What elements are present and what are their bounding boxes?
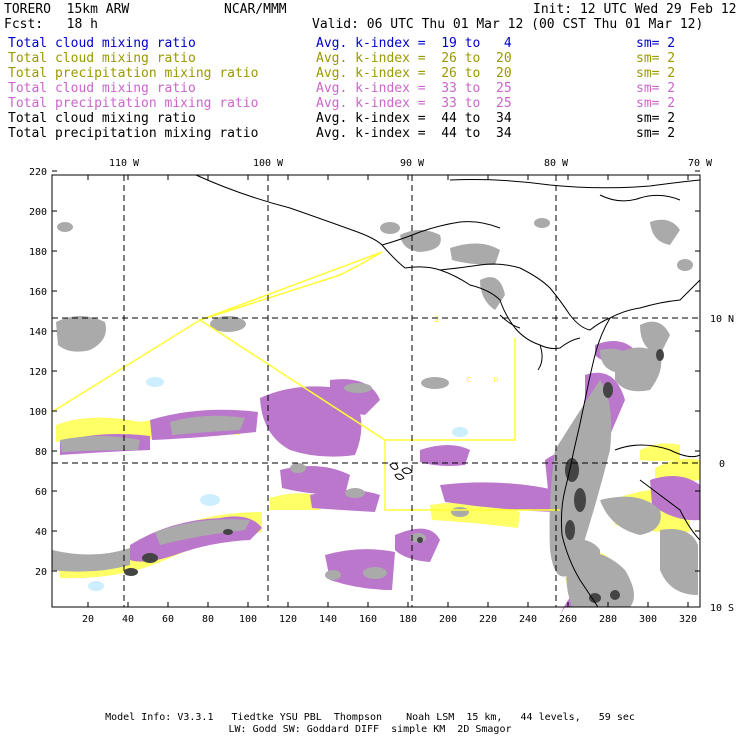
x-tick-label: 240 [519,614,537,625]
forecast-map: 1 c n 20 40 60 80 100 120 140 160 180 200 220 240 26… [29,158,734,625]
model-info-line1: Model Info: V3.3.1 Tiedtke YSU PBL Thomp… [105,712,635,723]
legend-smoothing: sm= 2 [636,96,676,111]
legend-field-name: Total cloud mixing ratio [8,81,196,96]
y-tick-label: 100 [29,407,47,418]
longitude-label: 110 W [109,158,140,169]
legend-field-name: Total cloud mixing ratio [8,111,196,126]
latitude-label: 10 N [710,314,734,325]
dark-cloud-cores [124,349,664,603]
y-tick-label: 20 [35,567,47,578]
legend-field-name: Total precipitation mixing ratio [8,66,259,81]
legend-kindex-range: Avg. k-index = 26 to 20 [316,51,512,66]
coastlines [195,174,701,608]
legend-smoothing: sm= 2 [636,126,676,141]
legend-field-name: Total cloud mixing ratio [8,51,196,66]
svg-text:c: c [466,375,471,385]
x-tick-label: 280 [599,614,617,625]
y-tick-label: 180 [29,247,47,258]
legend-kindex-range: Avg. k-index = 33 to 25 [316,96,512,111]
legend-kindex-range: Avg. k-index = 26 to 20 [316,66,512,81]
model-info-line2: LW: Godd SW: Goddard DIFF simple KM 2D S… [228,724,512,735]
yellow-markers: 1 c n [434,315,498,385]
legend-field-name: Total precipitation mixing ratio [8,126,259,141]
x-tick-label: 80 [202,614,214,625]
y-tick-label: 60 [35,487,47,498]
latitude-label: 0 [719,459,725,470]
latlon-grid [52,175,700,607]
longitude-label: 70 W [688,158,713,169]
x-tick-label: 40 [122,614,134,625]
legend-field-name: Total cloud mixing ratio [8,36,196,51]
x-tick-label: 20 [82,614,94,625]
legend-kindex-range: Avg. k-index = 44 to 34 [316,111,512,126]
model-title: TORERO 15km ARW [4,2,130,17]
x-tick-label: 140 [319,614,337,625]
legend-smoothing: sm= 2 [636,111,676,126]
longitude-label: 80 W [544,158,569,169]
legend-kindex-range: Avg. k-index = 33 to 25 [316,81,512,96]
y-tick-label: 220 [29,167,47,178]
legend-smoothing: sm= 2 [636,36,676,51]
y-tick-label: 200 [29,207,47,218]
x-tick-label: 320 [679,614,697,625]
x-tick-label: 200 [439,614,457,625]
gray-cloud-shading [52,218,698,607]
x-tick-label: 260 [559,614,577,625]
x-tick-label: 120 [279,614,297,625]
legend-kindex-range: Avg. k-index = 44 to 34 [316,126,512,141]
y-tick-label: 120 [29,367,47,378]
legend-kindex-range: Avg. k-index = 19 to 4 [316,36,512,51]
legend-smoothing: sm= 2 [636,81,676,96]
svg-text:n: n [493,375,498,385]
valid-time: Valid: 06 UTC Thu 01 Mar 12 (00 CST Thu … [312,17,704,32]
longitude-label: 90 W [400,158,425,169]
y-tick-label: 80 [35,447,47,458]
legend-smoothing: sm= 2 [636,51,676,66]
x-tick-label: 220 [479,614,497,625]
x-tick-label: 100 [239,614,257,625]
y-tick-label: 140 [29,327,47,338]
axis-layer: 20 40 60 80 100 120 140 160 180 200 220 240 260 280 30… [29,158,734,625]
x-tick-label: 60 [162,614,174,625]
y-tick-label: 40 [35,527,47,538]
y-tick-label: 160 [29,287,47,298]
svg-text:1: 1 [434,315,439,325]
x-tick-label: 300 [639,614,657,625]
latitude-label: 10 S [710,603,734,614]
x-tick-label: 180 [399,614,417,625]
x-tick-label: 160 [359,614,377,625]
plot-frame [51,174,701,608]
org-label: NCAR/MMM [224,2,287,17]
domain-outlines [51,251,560,511]
legend-field-name: Total precipitation mixing ratio [8,96,259,111]
legend-smoothing: sm= 2 [636,66,676,81]
init-time: Init: 12 UTC Wed 29 Feb 12 [533,2,737,17]
forecast-hour: Fcst: 18 h [4,17,98,32]
longitude-label: 100 W [253,158,284,169]
